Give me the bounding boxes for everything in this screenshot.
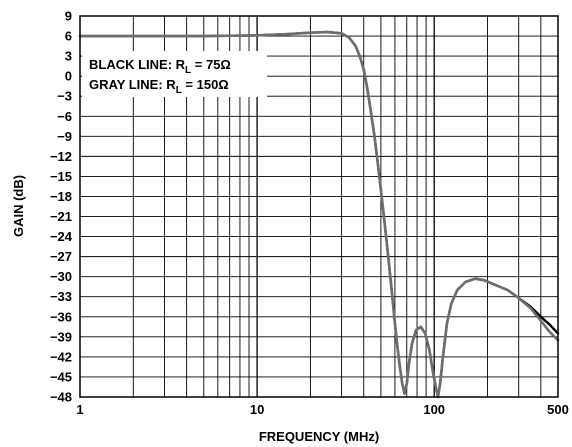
legend-entry-1: BLACK LINE: RL = 75Ω: [89, 57, 231, 76]
plot-frame: [79, 15, 559, 398]
series-layer: [78, 30, 560, 399]
y-tick-label: −21: [50, 209, 72, 224]
y-tick-label: −36: [50, 309, 72, 324]
y-tick-label: −33: [50, 289, 72, 304]
y-tick-label: −12: [50, 149, 72, 164]
x-axis-title: FREQUENCY (MHz): [259, 429, 379, 444]
y-tick-label: −6: [57, 109, 72, 124]
grid-layer: [80, 15, 558, 398]
y-tick-label: −27: [50, 249, 72, 264]
y-tick-label: −48: [50, 390, 72, 405]
y-tick-label: 3: [65, 49, 72, 64]
y-tick-label: −42: [50, 349, 72, 364]
x-tick-labels: 1 10 100 500: [76, 402, 568, 417]
y-tick-labels: 9 6 3 0 −3 −6 −9 −12 −15 −18 −21 −24 −27 −30 −33 −36 −39…: [50, 9, 73, 405]
legend-entry-2: GRAY LINE: RL = 150Ω: [89, 77, 229, 96]
series-line-2: [78, 30, 560, 399]
y-axis-title: GAIN (dB): [11, 175, 26, 237]
y-tick-label: −9: [57, 129, 72, 144]
y-tick-label: −24: [50, 229, 73, 244]
y-tick-label: 9: [65, 9, 72, 24]
x-tick-label: 500: [547, 402, 569, 417]
y-tick-label: −15: [50, 169, 72, 184]
x-tick-label: 100: [423, 402, 445, 417]
legend-background: [82, 51, 267, 97]
y-tick-label: −39: [50, 329, 72, 344]
y-tick-label: 0: [65, 69, 72, 84]
y-tick-label: −45: [50, 369, 72, 384]
x-tick-label: 10: [250, 402, 264, 417]
y-tick-label: −18: [50, 189, 72, 204]
y-tick-label: −30: [50, 269, 72, 284]
y-tick-label: 6: [65, 29, 72, 44]
x-tick-label: 1: [76, 402, 83, 417]
y-tick-label: −3: [57, 89, 72, 104]
